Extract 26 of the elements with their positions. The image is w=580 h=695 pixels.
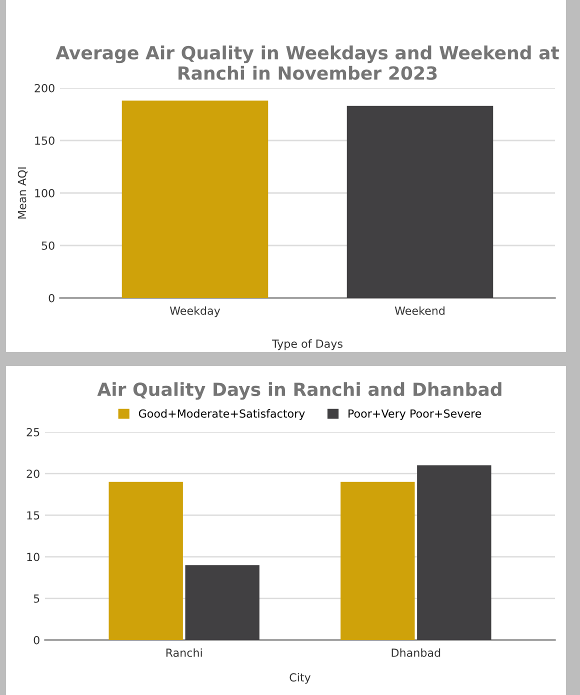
bar	[340, 482, 415, 640]
x-tick-label: Dhanbad	[392, 648, 440, 657]
legend-label: Good+Moderate+Satisfactory	[138, 409, 305, 420]
x-axis-title: Type of Days	[272, 339, 342, 350]
bar	[108, 482, 183, 640]
y-tick-label: 0	[34, 636, 40, 644]
chart-title: Air Quality Days in Ranchi and Dhanbad	[97, 382, 502, 400]
y-tick-label: 0	[48, 294, 54, 302]
y-tick-label: 10	[27, 552, 40, 562]
x-axis-title: City	[290, 672, 311, 684]
y-tick-label: 5	[34, 594, 40, 603]
y-tick-label: 25	[26, 428, 40, 436]
y-tick-label: 200	[34, 84, 54, 92]
y-tick-label: 15	[27, 511, 40, 520]
x-tick-label: Ranchi	[166, 648, 202, 657]
chart-title: Average Air Quality in Weekdays and Weekend at Ranchi in November 2023	[56, 46, 559, 80]
bar	[417, 465, 492, 640]
x-tick-label: Weekend	[394, 306, 444, 315]
legend-label: Poor+Very Poor+Severe	[348, 409, 482, 420]
x-tick-label: Weekday	[170, 306, 220, 318]
y-tick-label: 20	[26, 470, 40, 478]
y-tick-label: 50	[42, 241, 54, 250]
y-tick-label: 100	[35, 188, 54, 198]
bar	[185, 565, 260, 640]
y-axis-title: Mean AQI	[18, 167, 28, 219]
y-tick-label: 150	[35, 136, 54, 145]
